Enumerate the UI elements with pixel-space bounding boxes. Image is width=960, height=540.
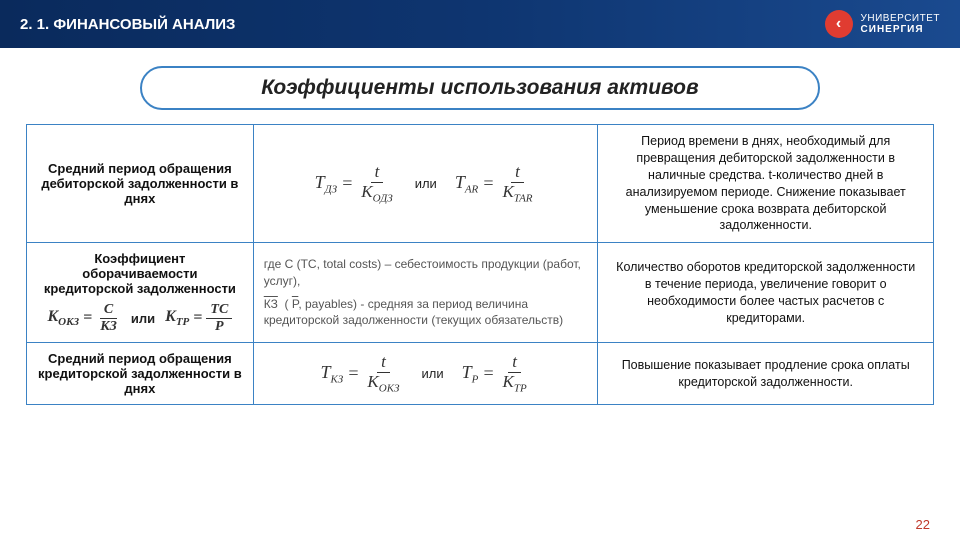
logo: ‹ УНИВЕРСИТЕТ СИНЕРГИЯ [825, 10, 940, 38]
coef-name: Средний период обращения дебиторской зад… [27, 125, 254, 243]
table-row: Средний период обращения дебиторской зад… [27, 125, 934, 243]
coefficients-table: Средний период обращения дебиторской зад… [26, 124, 934, 405]
coef-desc: Количество оборотов кредиторской задолже… [598, 243, 934, 343]
coef-formula: TКЗ = t KОКЗ или TP = t KTP [253, 343, 598, 405]
coef-desc: Повышение показывает продление срока опл… [598, 343, 934, 405]
logo-icon: ‹ [825, 10, 853, 38]
logo-label-bottom: СИНЕРГИЯ [861, 24, 940, 35]
page-number: 22 [916, 517, 930, 532]
logo-label-top: УНИВЕРСИТЕТ [861, 13, 940, 24]
coef-name: Средний период обращения кредиторской за… [27, 343, 254, 405]
coef-desc: Период времени в днях, необходимый для п… [598, 125, 934, 243]
coef-name: Коэффициент оборачиваемости кредиторской… [27, 243, 254, 343]
coef-formula: TДЗ = t KОДЗ или TAR = t KTAR [253, 125, 598, 243]
subtitle-box: Коэффициенты использования активов [140, 66, 820, 110]
header-bar: 2. 1. ФИНАНСОВЫЙ АНАЛИЗ ‹ УНИВЕРСИТЕТ СИ… [0, 0, 960, 48]
table-row: Средний период обращения кредиторской за… [27, 343, 934, 405]
table-wrap: Средний период обращения дебиторской зад… [0, 124, 960, 405]
table-row: Коэффициент оборачиваемости кредиторской… [27, 243, 934, 343]
logo-text: УНИВЕРСИТЕТ СИНЕРГИЯ [861, 13, 940, 35]
coef-formula: где C (TC, total costs) – себестоимость … [253, 243, 598, 343]
section-title: 2. 1. ФИНАНСОВЫЙ АНАЛИЗ [20, 16, 235, 33]
subtitle: Коэффициенты использования активов [261, 76, 698, 99]
